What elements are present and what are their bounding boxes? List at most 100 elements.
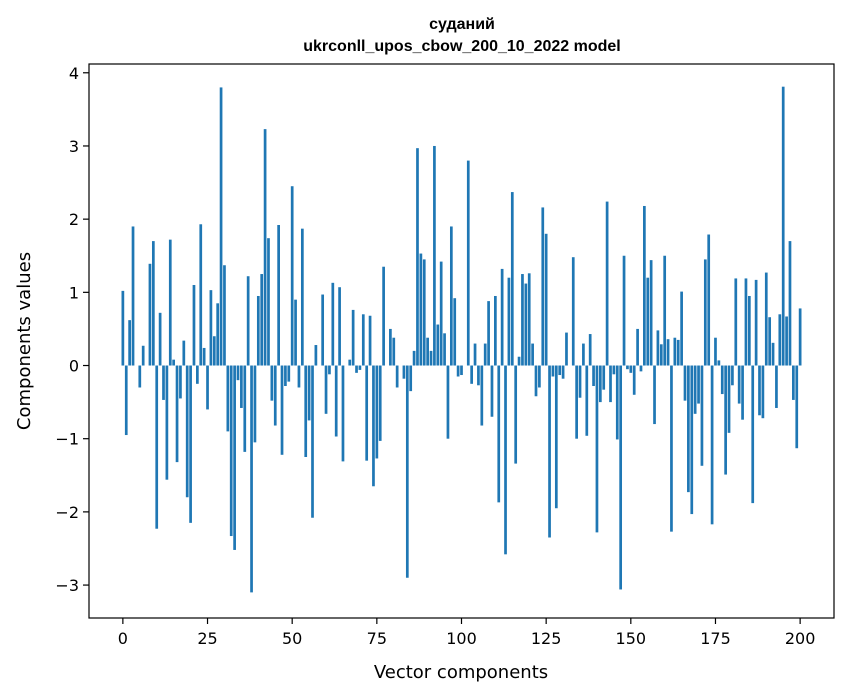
bar	[622, 255, 626, 366]
bar	[409, 365, 413, 392]
bar	[470, 365, 474, 384]
bar	[514, 365, 518, 464]
bar	[358, 365, 362, 370]
bar	[256, 295, 260, 366]
bar	[422, 259, 426, 366]
bar	[558, 365, 562, 376]
bar	[578, 365, 582, 398]
bar	[328, 365, 331, 375]
bar	[751, 365, 755, 504]
bar	[609, 365, 612, 403]
bar	[554, 365, 558, 509]
bars-group	[121, 86, 802, 593]
bar	[632, 365, 636, 395]
bar	[673, 337, 677, 366]
bar	[372, 365, 375, 487]
y-tick-label: 4	[69, 64, 79, 83]
bar	[683, 365, 687, 401]
bar	[229, 365, 233, 537]
bar	[280, 365, 284, 455]
bar	[334, 365, 338, 437]
bar	[707, 234, 711, 366]
bar	[304, 365, 308, 457]
bar	[131, 226, 135, 366]
chart-title-line2: ukrconll_upos_cbow_200_10_2022 model	[303, 38, 620, 55]
bar	[449, 226, 453, 366]
bar	[687, 365, 690, 493]
bar	[524, 283, 528, 366]
bar	[236, 365, 240, 381]
bar	[585, 365, 589, 436]
bar	[226, 365, 230, 432]
bar	[168, 239, 172, 366]
bar	[761, 365, 765, 419]
bar	[155, 365, 159, 529]
bar	[219, 87, 223, 366]
bar	[775, 365, 778, 408]
bar	[294, 299, 297, 366]
bar	[663, 255, 667, 366]
x-axis-label: Vector components	[374, 662, 548, 683]
bar	[798, 308, 802, 366]
bar	[138, 365, 142, 388]
bar	[626, 365, 629, 370]
bar	[355, 365, 358, 373]
bar	[185, 365, 189, 498]
bar	[162, 365, 165, 400]
bar	[175, 365, 179, 463]
bar	[731, 365, 734, 386]
bar	[341, 365, 345, 462]
bar	[619, 365, 623, 590]
bar	[764, 272, 768, 366]
bar	[639, 365, 643, 372]
y-tick-label: 3	[69, 137, 79, 156]
bar	[351, 309, 355, 366]
bar	[507, 277, 511, 366]
bar	[466, 160, 470, 366]
chart-title-line1: суданий	[429, 16, 495, 33]
bar	[490, 365, 494, 417]
bar	[531, 343, 534, 366]
bar	[182, 340, 186, 366]
bar	[460, 365, 463, 376]
y-tick-label: 0	[69, 357, 79, 376]
bar	[158, 312, 162, 366]
bar	[792, 365, 795, 400]
bar	[443, 333, 446, 366]
bar	[314, 345, 318, 366]
bar	[253, 365, 257, 443]
bar	[267, 238, 270, 366]
bar	[290, 186, 294, 366]
bar	[389, 328, 392, 366]
y-tick-label: 1	[69, 283, 79, 302]
bar	[602, 365, 606, 390]
x-tick-label: 0	[118, 629, 128, 648]
bar	[223, 265, 226, 366]
bar	[189, 365, 192, 523]
bar	[595, 365, 599, 533]
bar	[165, 365, 169, 480]
bar	[246, 276, 250, 366]
bar	[284, 365, 287, 387]
bar	[646, 277, 650, 366]
bar	[615, 365, 619, 440]
bar	[405, 365, 409, 578]
bar	[483, 343, 487, 366]
bar	[693, 365, 697, 414]
bar	[311, 365, 314, 518]
bar	[121, 290, 125, 366]
bar	[307, 365, 311, 421]
bar	[368, 315, 372, 366]
bar	[670, 365, 673, 532]
bar	[453, 298, 457, 366]
bar	[504, 365, 507, 555]
bar	[697, 365, 700, 404]
bar	[720, 365, 724, 395]
bar	[243, 365, 247, 452]
bar	[124, 365, 128, 436]
bar	[473, 343, 477, 366]
x-tick-label: 25	[197, 629, 217, 648]
bar	[233, 365, 236, 550]
bar	[494, 295, 497, 366]
y-tick-label: −1	[55, 430, 79, 449]
